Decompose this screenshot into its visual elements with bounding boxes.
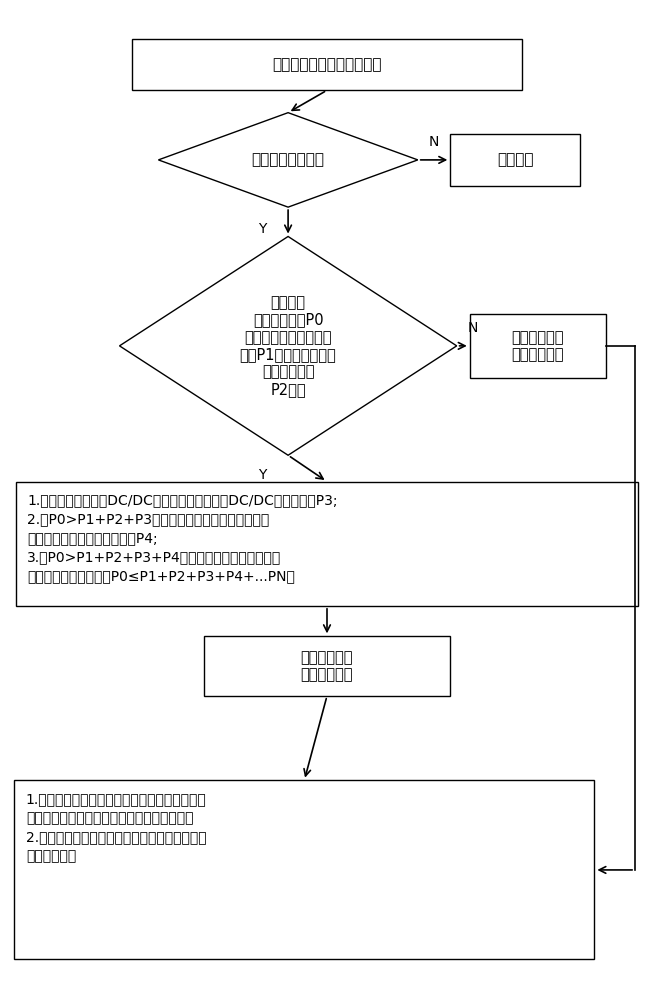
Text: 1.判断是否可以启动DC/DC给电池充电以分流，DC/DC工作功率为P3;
2.若P0>P1+P2+P3，则判断是否可以开启空调暖风
以分流，空调暖风工作功率为: 1.判断是否可以启动DC/DC给电池充电以分流，DC/DC工作功率为P3; 2.… [27,494,338,583]
Text: 电池是否需要加热: 电池是否需要加热 [252,152,324,167]
Bar [450,134,580,186]
Text: N: N [429,135,439,149]
Polygon shape [158,113,418,207]
Bar [133,39,521,90]
Text: Y: Y [258,222,266,236]
Bar [16,482,638,606]
Text: Y: Y [258,468,266,482]
Text: 开始充电: 开始充电 [497,152,533,167]
Bar [14,780,594,959]
Bar [204,636,450,696]
Text: N: N [468,321,478,335]
Bar [470,314,606,378]
Polygon shape [120,236,456,455]
Text: 电池边充电边
加热或纯加热: 电池边充电边 加热或纯加热 [511,330,564,362]
Text: 1.随着电池温度的上升，电池最大允许充电功率
会增大，此时可以依次关闭车辆的耗电附件。
2.当电池温度高于某一阈值时，关闭加热，进行
纯充电模式。: 1.随着电池温度的上升，电池最大允许充电功率 会增大，此时可以依次关闭车辆的耗电… [26,792,207,863]
Text: 电动汽车与充电桩建立连接: 电动汽车与充电桩建立连接 [272,57,382,72]
Text: 充电桩的
最小输出功率P0
是否大于电池加热所需
功率P1与电池当前最大
允许充电功率
P2之和: 充电桩的 最小输出功率P0 是否大于电池加热所需 功率P1与电池当前最大 允许充… [240,295,336,397]
Text: 电池边充电边
加热或纯加热: 电池边充电边 加热或纯加热 [301,650,353,682]
